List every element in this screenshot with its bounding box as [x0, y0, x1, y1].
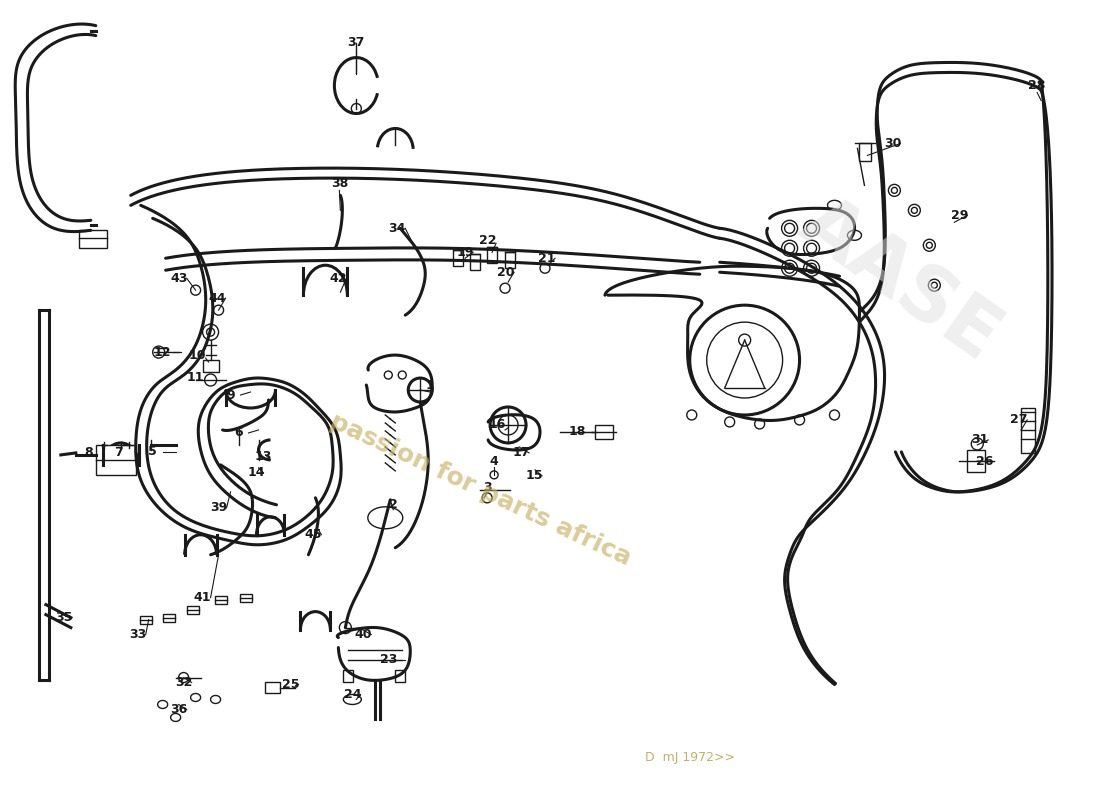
Circle shape: [782, 260, 797, 276]
Text: 21: 21: [538, 252, 556, 265]
Text: 36: 36: [170, 703, 187, 716]
Text: 12: 12: [154, 346, 172, 358]
Text: 22: 22: [480, 234, 497, 246]
Text: AASE: AASE: [785, 186, 1013, 375]
Text: 40: 40: [354, 628, 372, 641]
Text: 6: 6: [234, 426, 243, 439]
Text: 9: 9: [227, 389, 235, 402]
Bar: [505, 252, 515, 268]
Bar: [453, 250, 463, 266]
Text: 32: 32: [175, 676, 192, 689]
Text: 11: 11: [187, 370, 205, 383]
Text: 42: 42: [330, 272, 348, 285]
Text: 8: 8: [85, 446, 94, 459]
Bar: [240, 594, 252, 602]
Bar: [395, 670, 405, 682]
Bar: [1021, 408, 1035, 453]
Bar: [187, 606, 199, 614]
Bar: [265, 682, 280, 694]
Bar: [343, 670, 353, 682]
Circle shape: [782, 220, 797, 236]
Text: 10: 10: [189, 349, 207, 362]
Bar: [967, 450, 986, 472]
Bar: [163, 614, 175, 622]
Text: 25: 25: [282, 678, 299, 691]
Text: 38: 38: [331, 177, 348, 190]
Bar: [79, 230, 107, 248]
Text: 7: 7: [114, 446, 123, 459]
Text: 2: 2: [389, 498, 397, 511]
Text: 3: 3: [483, 482, 492, 494]
Text: 26: 26: [976, 455, 993, 468]
Text: 34: 34: [388, 222, 406, 234]
Text: 44: 44: [209, 292, 227, 305]
Text: 24: 24: [343, 688, 361, 701]
Text: 18: 18: [569, 426, 585, 438]
Text: 20: 20: [497, 266, 515, 278]
Text: 19: 19: [456, 246, 474, 258]
Text: 16: 16: [488, 418, 506, 431]
Text: D  mJ 1972>>: D mJ 1972>>: [645, 751, 735, 764]
Bar: [487, 247, 497, 263]
Text: 27: 27: [1011, 414, 1027, 426]
Text: 17: 17: [513, 446, 530, 459]
Text: 23: 23: [379, 653, 397, 666]
Text: 15: 15: [526, 470, 542, 482]
Text: 30: 30: [883, 137, 901, 150]
Bar: [470, 254, 480, 270]
Circle shape: [782, 240, 797, 256]
Text: 35: 35: [55, 611, 73, 624]
Bar: [859, 143, 871, 162]
Text: 39: 39: [210, 502, 228, 514]
Text: 5: 5: [148, 446, 157, 458]
Text: 31: 31: [971, 434, 989, 446]
Bar: [140, 616, 152, 624]
Bar: [96, 445, 135, 475]
Text: 1: 1: [426, 378, 434, 391]
Text: 41: 41: [194, 591, 211, 604]
Circle shape: [804, 240, 820, 256]
Circle shape: [804, 220, 820, 236]
Circle shape: [971, 438, 983, 450]
Bar: [202, 360, 219, 372]
Text: 37: 37: [348, 36, 365, 49]
Text: passion for parts africa: passion for parts africa: [326, 410, 635, 570]
Text: 45: 45: [305, 528, 322, 542]
Text: 43: 43: [170, 272, 187, 285]
Bar: [595, 425, 613, 439]
Circle shape: [804, 260, 820, 276]
Text: 29: 29: [950, 209, 968, 222]
Bar: [214, 596, 227, 604]
Text: 14: 14: [248, 466, 265, 479]
Text: 13: 13: [255, 450, 272, 463]
Text: 33: 33: [129, 628, 146, 641]
Text: 4: 4: [490, 455, 498, 468]
Text: 28: 28: [1028, 79, 1046, 92]
